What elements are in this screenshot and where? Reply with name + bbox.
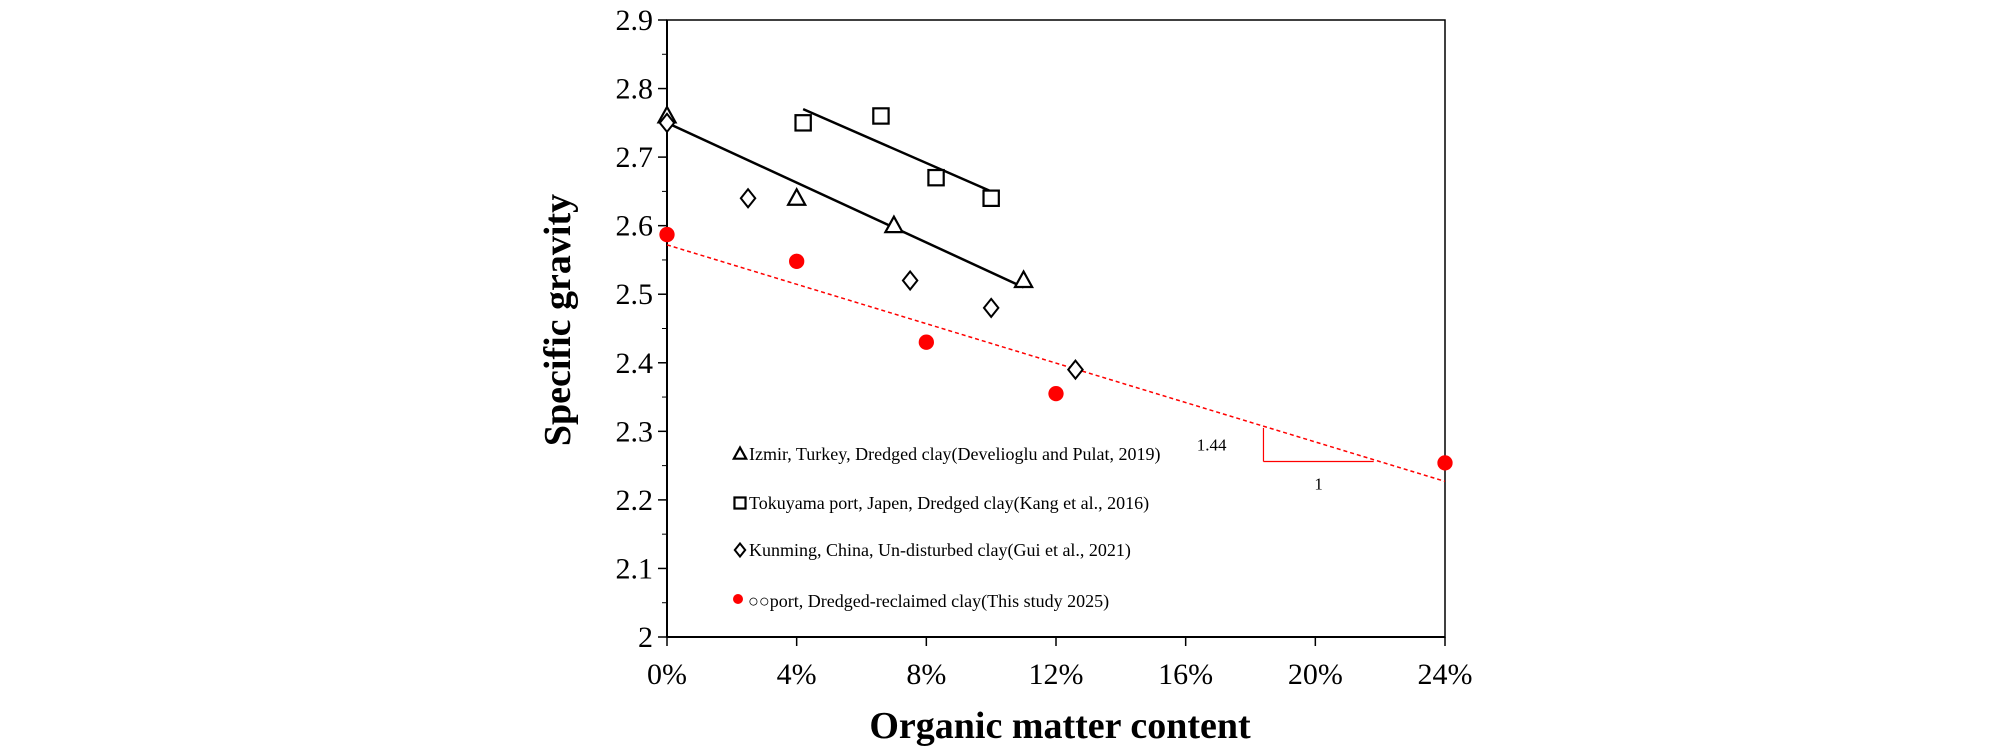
legend-marker [733, 594, 743, 604]
slope-label: 1 [1314, 475, 1323, 494]
x-tick-label: 4% [777, 658, 817, 691]
trendline [802, 107, 992, 193]
x-axis-title: Organic matter content [869, 705, 1251, 747]
y-tick-label: 2 [638, 621, 653, 654]
y-tick-label: 2.9 [616, 4, 654, 37]
y-tick-label: 2.7 [616, 141, 654, 174]
markers [656, 104, 1453, 471]
diamond-marker [1066, 359, 1084, 381]
y-tick-label: 2.5 [616, 278, 654, 311]
y-tick-labels: 2 2.1 2.2 2.3 2.4 2.5 2.6 2.7 2.8 2.9 [616, 4, 654, 654]
diamond-marker [901, 269, 919, 292]
y-tick-label: 2.3 [616, 415, 654, 448]
y-axis-title: Specific gravity [537, 194, 579, 446]
y-tick-label: 2.1 [616, 552, 654, 585]
circle-marker [918, 334, 934, 350]
x-tick-labels: 0% 4% 8% 12% 16% 20% 24% [647, 658, 1473, 691]
triangle-marker [731, 445, 749, 460]
square-marker [733, 496, 747, 510]
x-tick-label: 20% [1288, 658, 1343, 691]
triangle-marker [883, 214, 905, 234]
circle-marker [659, 226, 675, 243]
square-marker [927, 168, 945, 187]
diamond-marker [982, 297, 1000, 319]
triangle-marker [786, 186, 808, 206]
legend: Izmir, Turkey, Dredged clay(Develioglu a… [731, 444, 1161, 612]
slope-label: 1.44 [1197, 436, 1227, 455]
diamond-marker [658, 112, 676, 134]
y-tick-label: 2.4 [616, 347, 654, 380]
trendline [666, 244, 1446, 483]
circle-marker [1048, 385, 1064, 402]
circle-marker [1437, 455, 1453, 471]
triangle-marker [1013, 269, 1034, 289]
y-tick-label: 2.6 [616, 210, 654, 243]
y-tick-label: 2.2 [616, 484, 654, 517]
annotations: 1.44 1 [1197, 436, 1323, 494]
diamond-marker [739, 187, 757, 209]
x-tick-label: 12% [1029, 658, 1084, 691]
trendline [666, 121, 1025, 289]
legend-label: Izmir, Turkey, Dredged clay(Develioglu a… [749, 444, 1161, 465]
y-tick-label: 2.8 [616, 73, 654, 106]
legend-label: ○○port, Dredged-reclaimed clay(This stud… [748, 591, 1109, 612]
legend-label: Kunming, China, Un-disturbed clay(Gui et… [749, 540, 1131, 561]
square-marker [982, 189, 1000, 207]
circle-marker [789, 253, 805, 269]
slope-triangle [1262, 427, 1374, 463]
x-tick-label: 8% [906, 658, 946, 691]
diamond-marker [733, 541, 747, 559]
trendlines [666, 107, 1446, 483]
square-marker [794, 114, 812, 132]
square-marker [872, 107, 890, 125]
x-tick-label: 24% [1418, 658, 1473, 691]
x-tick-label: 0% [647, 658, 687, 691]
x-tick-label: 16% [1158, 658, 1213, 691]
legend-label: Tokuyama port, Japen, Dredged clay(Kang … [749, 493, 1149, 514]
